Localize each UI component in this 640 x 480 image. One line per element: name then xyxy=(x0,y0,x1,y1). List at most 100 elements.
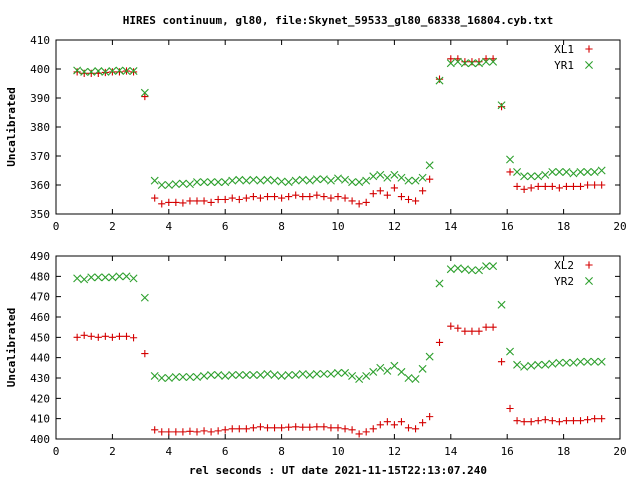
data-point xyxy=(355,200,363,208)
data-point xyxy=(446,265,455,274)
data-point xyxy=(164,374,173,382)
legend-label: YR2 xyxy=(554,275,574,288)
data-point xyxy=(527,361,536,370)
data-point xyxy=(497,300,506,309)
data-point xyxy=(506,155,515,164)
data-point xyxy=(520,185,528,193)
data-point xyxy=(411,375,420,384)
data-point xyxy=(555,418,563,426)
data-point xyxy=(200,371,209,380)
data-point xyxy=(390,361,399,370)
data-point xyxy=(355,430,363,438)
data-point xyxy=(193,197,201,205)
data-point xyxy=(319,369,328,378)
data-point xyxy=(214,427,222,435)
y-tick-label: 490 xyxy=(30,250,50,263)
data-point xyxy=(115,272,124,281)
legend-label: XL1 xyxy=(554,43,574,56)
data-point xyxy=(263,175,272,184)
y-tick-label: 430 xyxy=(30,372,50,385)
data-point xyxy=(446,59,455,68)
data-point xyxy=(171,372,180,381)
data-point xyxy=(397,173,406,182)
x-tick-label: 6 xyxy=(222,445,229,458)
data-point xyxy=(122,332,131,340)
data-point xyxy=(355,375,364,384)
data-point xyxy=(334,193,342,201)
data-point xyxy=(101,332,109,340)
data-point xyxy=(334,424,342,432)
x-axis-label: rel seconds : UT date 2021-11-15T22:13:0… xyxy=(189,464,487,477)
data-point xyxy=(489,57,498,66)
data-point xyxy=(285,423,293,431)
data-point xyxy=(165,198,173,206)
data-point xyxy=(185,372,194,381)
data-point xyxy=(140,293,149,302)
y-tick-label: 410 xyxy=(30,413,50,426)
data-point xyxy=(129,67,138,76)
y-axis-label: Uncalibrated xyxy=(5,308,18,387)
data-point xyxy=(115,66,124,75)
data-point xyxy=(334,174,342,183)
data-point xyxy=(426,413,434,421)
data-point xyxy=(306,423,314,431)
data-point xyxy=(520,418,528,426)
data-point xyxy=(305,370,314,379)
y-tick-label: 400 xyxy=(30,63,50,76)
x-tick-label: 4 xyxy=(165,445,172,458)
data-point xyxy=(562,417,571,425)
data-point xyxy=(527,418,535,426)
data-point xyxy=(140,88,149,97)
data-point xyxy=(334,368,342,377)
data-point xyxy=(376,170,385,179)
data-point xyxy=(453,57,462,66)
data-point xyxy=(186,197,194,205)
y-axis-label: Uncalibrated xyxy=(5,87,18,166)
data-point xyxy=(256,194,265,202)
data-point xyxy=(548,167,557,176)
x-tick-label: 2 xyxy=(109,220,116,233)
data-point xyxy=(299,193,307,201)
data-point xyxy=(411,425,420,433)
data-point xyxy=(207,428,215,436)
data-point xyxy=(193,178,201,187)
data-point xyxy=(129,274,138,283)
data-point xyxy=(158,200,166,208)
x-tick-label: 0 xyxy=(53,220,60,233)
data-point xyxy=(555,184,563,192)
data-point xyxy=(569,358,578,367)
data-point xyxy=(164,181,173,189)
legend-label: YR1 xyxy=(554,59,574,72)
x-tick-label: 8 xyxy=(278,445,285,458)
data-point xyxy=(292,191,300,199)
data-point xyxy=(313,191,321,199)
data-point xyxy=(513,182,521,191)
data-point xyxy=(207,370,216,379)
data-point xyxy=(576,417,585,425)
data-point xyxy=(270,424,279,432)
data-point xyxy=(497,101,506,110)
data-point xyxy=(73,68,81,76)
data-point xyxy=(249,370,258,379)
data-point xyxy=(482,262,491,271)
data-point xyxy=(590,357,599,366)
data-point xyxy=(520,362,529,371)
data-point xyxy=(475,266,483,275)
data-point xyxy=(151,194,159,202)
data-point xyxy=(513,167,522,176)
data-point xyxy=(214,370,223,379)
legend-marker xyxy=(585,61,593,69)
data-point xyxy=(411,197,420,205)
data-point xyxy=(497,103,506,111)
data-point xyxy=(397,193,406,201)
data-point xyxy=(200,178,209,187)
data-point xyxy=(362,176,371,185)
legend-label: XL2 xyxy=(554,259,574,272)
data-point xyxy=(200,197,208,205)
data-point xyxy=(242,370,251,379)
data-point xyxy=(228,425,236,433)
data-point xyxy=(475,327,483,335)
data-point xyxy=(383,173,392,182)
data-point xyxy=(235,425,243,433)
data-point xyxy=(425,352,434,361)
